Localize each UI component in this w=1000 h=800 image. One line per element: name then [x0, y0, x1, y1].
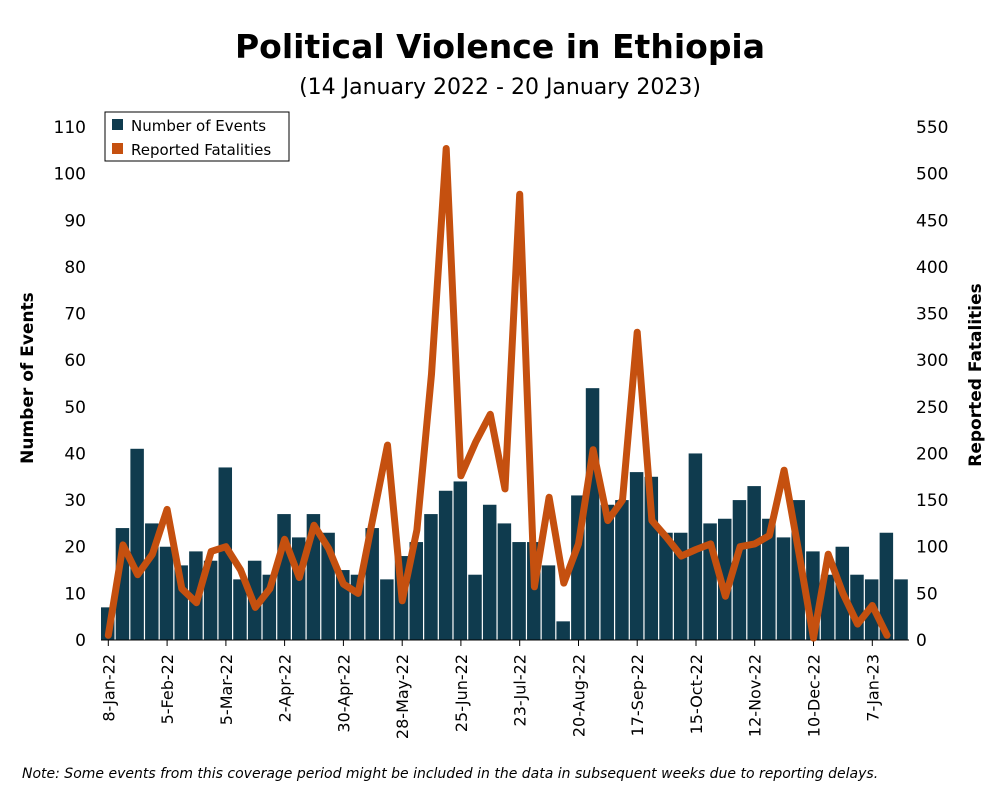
bar-series [101, 388, 908, 640]
left-tick-label: 90 [64, 211, 86, 231]
bar-week-28 [497, 523, 512, 640]
right-tick-label: 350 [916, 305, 948, 325]
right-tick-label: 550 [916, 118, 948, 138]
bar-week-26 [468, 574, 482, 640]
bar-week-45 [747, 486, 761, 640]
bar-week-22 [409, 542, 423, 640]
legend-box [104, 111, 290, 162]
right-tick-label: 200 [916, 445, 948, 465]
right-tick-label: 50 [916, 584, 938, 604]
right-tick-label: 500 [916, 165, 948, 185]
bar-week-34 [585, 388, 600, 640]
left-tick-label: 110 [54, 118, 86, 138]
bar-week-36 [615, 500, 629, 640]
bar-week-44 [732, 500, 747, 640]
bar-week-9 [218, 467, 233, 640]
left-tick-label: 100 [54, 165, 86, 185]
x-tick-label: 25-Jun-22 [452, 654, 471, 732]
x-tick-label: 5-Feb-22 [158, 654, 177, 724]
x-tick-label: 17-Sep-22 [628, 654, 647, 736]
x-tick-label: 10-Dec-22 [805, 654, 824, 737]
bar-week-32 [556, 621, 570, 640]
x-tick-label: 28-May-22 [393, 654, 412, 739]
bar-week-23 [424, 514, 438, 640]
bar-week-47 [776, 537, 791, 640]
bar-week-54 [879, 532, 894, 640]
bar-week-8 [203, 560, 218, 640]
bar-week-39 [659, 532, 673, 640]
x-tick-label: 15-Oct-22 [687, 654, 706, 734]
bar-week-37 [629, 472, 644, 640]
right-tick-label: 150 [916, 491, 948, 511]
right-tick-label: 450 [916, 211, 948, 231]
chart-title: Political Violence in Ethiopia [235, 27, 765, 66]
x-tick-label: 23-Jul-22 [511, 654, 530, 726]
fatalities-line [104, 145, 891, 642]
x-tick-label: 12-Nov-22 [746, 654, 765, 737]
legend-swatch-fatalities [112, 143, 123, 154]
x-tick-label: 7-Jan-23 [863, 654, 882, 722]
bar-week-46 [762, 518, 776, 640]
right-tick-label: 300 [916, 351, 948, 371]
right-tick-label: 0 [916, 631, 927, 651]
left-tick-label: 20 [64, 538, 86, 558]
bar-week-55 [894, 579, 908, 640]
left-y-axis: 0 10 20 30 40 50 60 70 80 90 100 110 [54, 118, 86, 651]
left-tick-label: 80 [64, 258, 86, 278]
left-tick-label: 0 [75, 631, 86, 651]
bar-week-5 [159, 546, 174, 640]
left-tick-label: 30 [64, 491, 86, 511]
x-tick-label: 20-Aug-22 [570, 654, 589, 737]
right-tick-label: 400 [916, 258, 948, 278]
bar-week-10 [233, 579, 247, 640]
legend: Number of Events Reported Fatalities [104, 111, 290, 162]
left-tick-label: 60 [64, 351, 86, 371]
bar-week-31 [541, 565, 556, 640]
legend-label-events: Number of Events [131, 117, 266, 135]
left-tick-label: 10 [64, 584, 86, 604]
bar-week-3 [130, 448, 144, 640]
bar-week-24 [438, 490, 453, 640]
right-y-axis-label: Reported Fatalities [966, 283, 986, 467]
bar-week-35 [600, 504, 614, 640]
line-series [104, 145, 891, 642]
bar-week-29 [512, 542, 526, 640]
left-tick-label: 40 [64, 445, 86, 465]
bar-week-27 [482, 504, 497, 640]
bar-week-13 [277, 514, 291, 640]
left-tick-label: 50 [64, 398, 86, 418]
right-y-axis: 0 50 100 150 200 250 300 350 400 450 500 550 [916, 118, 948, 651]
x-tick-label: 5-Mar-22 [217, 654, 236, 725]
legend-swatch-events [112, 119, 123, 130]
x-axis: 8-Jan-22 5-Feb-22 5-Mar-22 2-Apr-22 30-Apr-2… [99, 639, 909, 739]
right-tick-label: 250 [916, 398, 948, 418]
bar-week-25 [453, 481, 468, 640]
legend-label-fatalities: Reported Fatalities [131, 141, 271, 159]
x-tick-label: 30-Apr-22 [334, 654, 353, 733]
left-tick-label: 70 [64, 305, 86, 325]
x-tick-label: 8-Jan-22 [99, 654, 118, 722]
bar-week-20 [380, 579, 394, 640]
right-tick-label: 100 [916, 538, 948, 558]
bar-week-43 [718, 518, 732, 640]
left-y-axis-label: Number of Events [18, 292, 38, 464]
chart-subtitle: (14 January 2022 - 20 January 2023) [299, 75, 701, 100]
footnote: Note: Some events from this coverage per… [22, 766, 879, 782]
bar-week-40 [673, 532, 688, 640]
x-tick-label: 2-Apr-22 [276, 654, 295, 722]
